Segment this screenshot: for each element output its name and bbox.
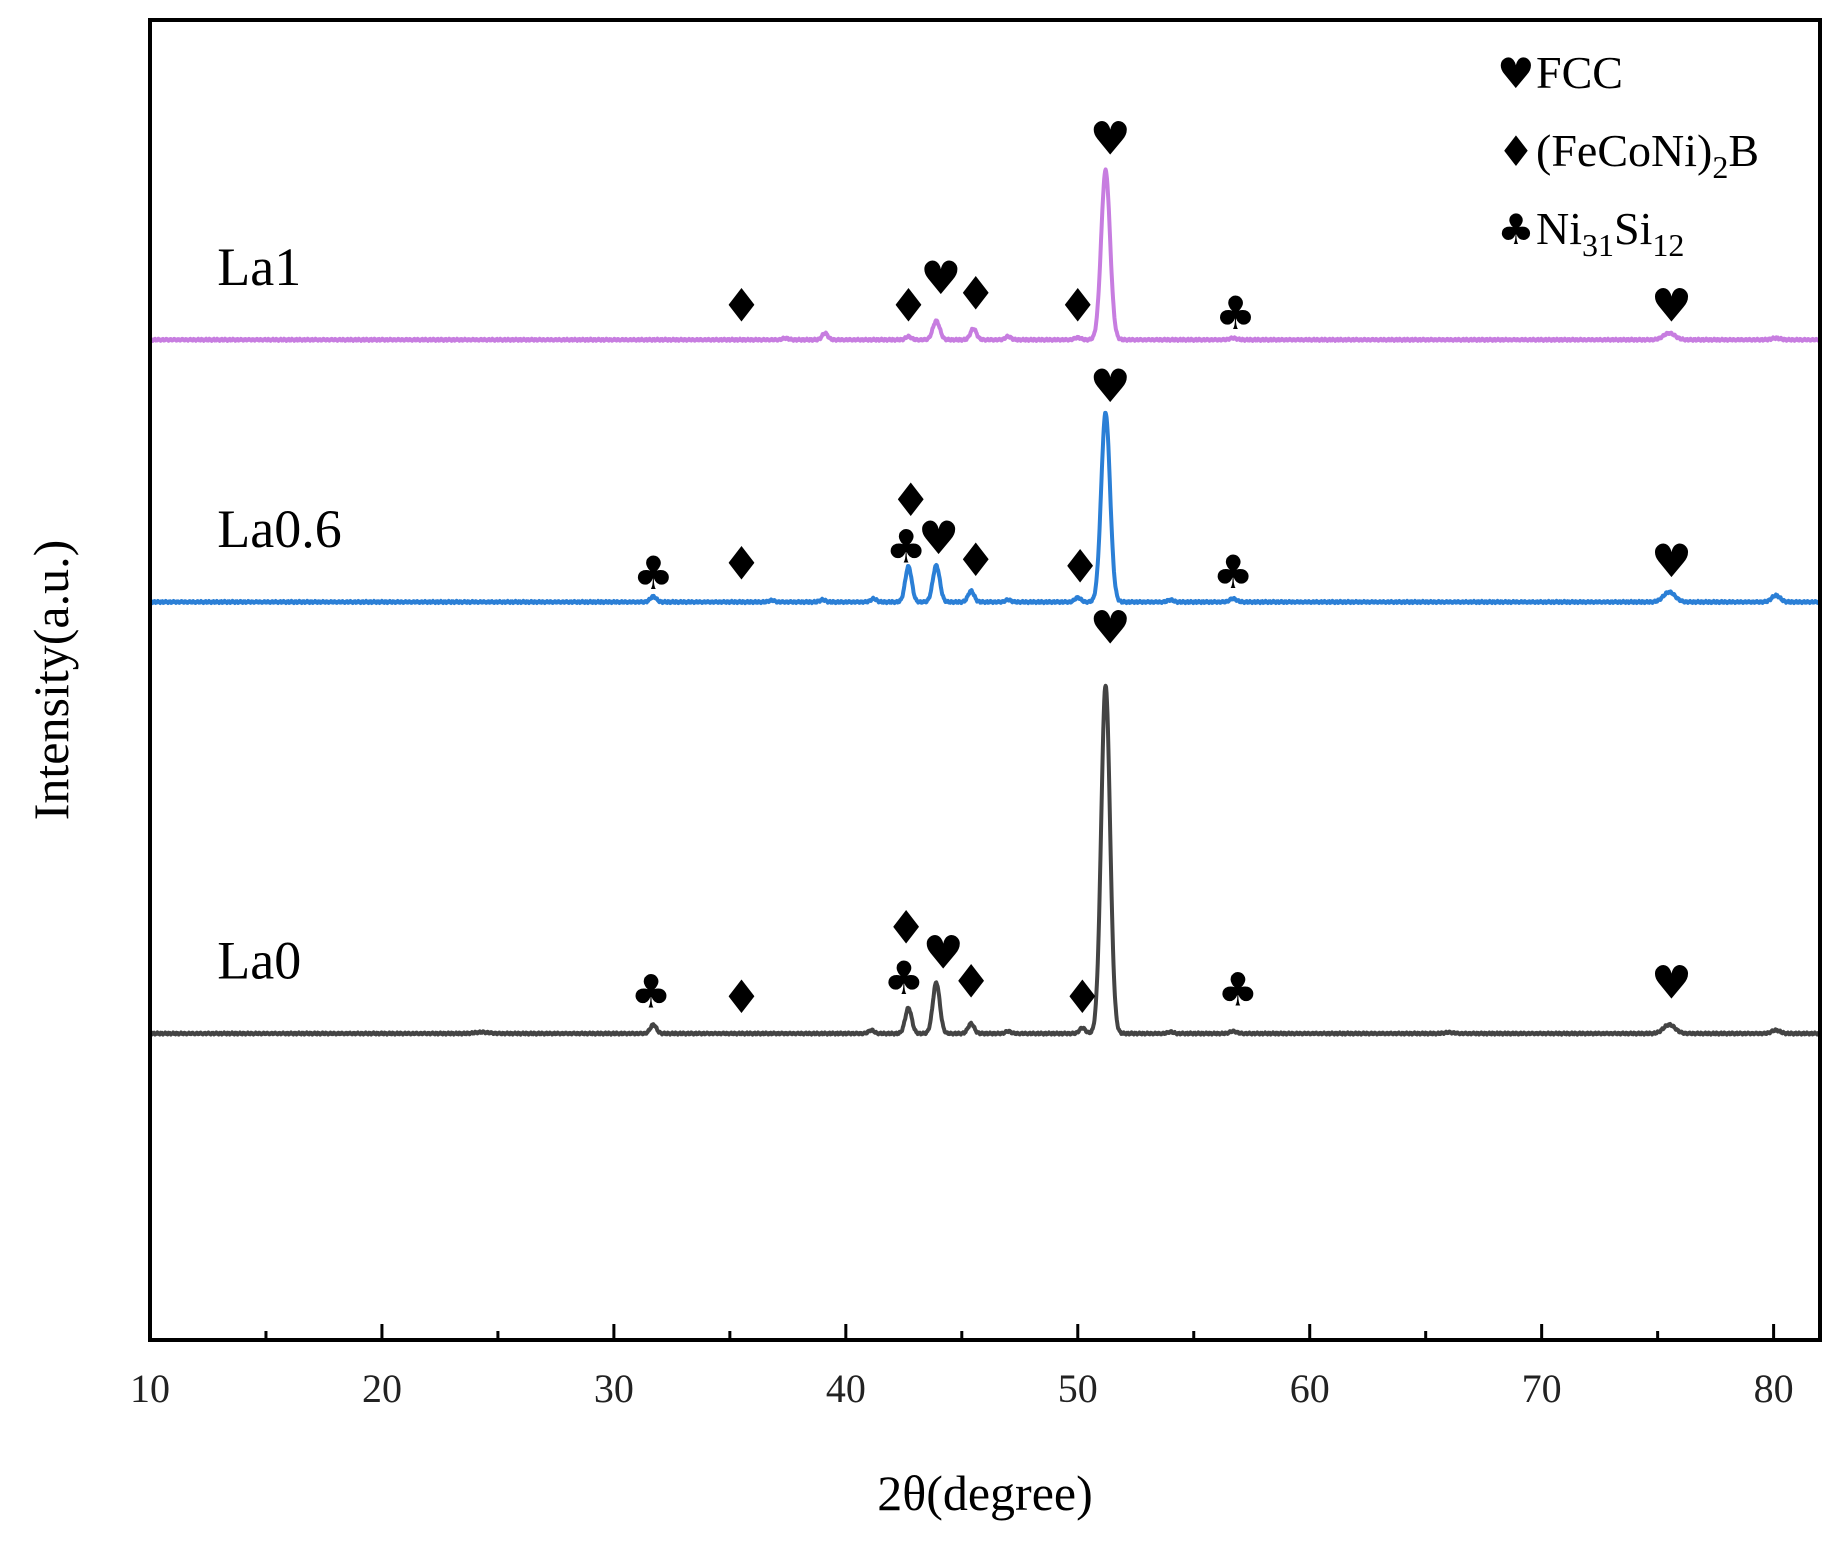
plot-frame xyxy=(148,18,1822,1342)
peak-marker-fcc: ♥ xyxy=(1090,359,1131,413)
legend-text-part: FCC xyxy=(1536,47,1623,98)
peak-marker-boride: ♦ xyxy=(955,266,996,320)
x-tick-label: 50 xyxy=(1058,1366,1098,1411)
legend: ♥ FCC♦ (FeCoNi)2B♣ Ni31Si12 xyxy=(1497,47,1759,263)
sample-label-layer: La1 La0.6 La0 xyxy=(217,237,341,991)
x-tick-label: 40 xyxy=(826,1366,866,1411)
peak-marker-boride: ♦ xyxy=(721,278,762,332)
x-tick-label: 70 xyxy=(1522,1366,1562,1411)
peak-marker-boride: ♦ xyxy=(886,900,927,954)
peak-marker-boride: ♦ xyxy=(1059,540,1100,594)
legend-text-part: (FeCoNi) xyxy=(1536,125,1712,176)
series-line-la0-6 xyxy=(148,410,1822,606)
series-layer xyxy=(148,167,1822,1037)
peak-marker-boride: ♦ xyxy=(890,473,931,527)
peak-marker-fcc: ♥ xyxy=(923,926,964,980)
series-line-la1 xyxy=(148,167,1822,343)
peak-marker-fcc: ♥ xyxy=(920,251,961,305)
x-tick-label: 80 xyxy=(1754,1366,1794,1411)
peak-marker-boride: ♦ xyxy=(1057,278,1098,332)
legend-subscript: 2 xyxy=(1712,149,1728,185)
peak-marker-boride: ♦ xyxy=(1062,970,1103,1024)
legend-label-boride: (FeCoNi)2B xyxy=(1536,125,1759,185)
peak-marker-boride: ♦ xyxy=(721,536,762,590)
peak-marker-silicide: ♣ xyxy=(630,964,671,1018)
legend-symbol-fcc: ♥ xyxy=(1497,49,1535,98)
peak-marker-boride: ♦ xyxy=(955,533,996,587)
legend-symbol-boride: ♦ xyxy=(1497,127,1535,176)
legend-text-part: B xyxy=(1728,125,1759,176)
peak-marker-fcc: ♥ xyxy=(918,511,959,565)
peak-marker-silicide: ♣ xyxy=(886,520,927,574)
peak-marker-silicide: ♣ xyxy=(1213,545,1254,599)
peak-marker-fcc: ♥ xyxy=(1090,111,1131,165)
x-axis-title: 2θ(degree) xyxy=(877,1465,1092,1521)
peak-marker-fcc: ♥ xyxy=(1651,956,1692,1010)
peak-marker-fcc: ♥ xyxy=(1651,534,1692,588)
legend-subscript: 12 xyxy=(1652,227,1684,263)
legend-subscript: 31 xyxy=(1582,227,1614,263)
peak-marker-silicide: ♣ xyxy=(1215,286,1256,340)
x-axis-ticks: 10 20 30 40 50 60 70 80 xyxy=(130,1324,1794,1411)
series-label-la1: La1 xyxy=(217,237,301,297)
legend-text-part: Ni xyxy=(1536,203,1582,254)
x-tick-label: 30 xyxy=(594,1366,634,1411)
legend-symbol-silicide: ♣ xyxy=(1497,205,1535,254)
legend-label-fcc: FCC xyxy=(1536,47,1623,98)
series-label-la0: La0 xyxy=(217,931,301,991)
series-line-la0 xyxy=(148,683,1822,1037)
peak-marker-boride: ♦ xyxy=(950,955,991,1009)
peak-marker-fcc: ♥ xyxy=(1651,278,1692,332)
peak-marker-boride: ♦ xyxy=(888,278,929,332)
x-tick-label: 20 xyxy=(362,1366,402,1411)
peak-marker-silicide: ♣ xyxy=(883,951,924,1005)
peak-marker-fcc: ♥ xyxy=(1090,600,1131,654)
peak-marker-boride: ♦ xyxy=(721,970,762,1024)
x-tick-label: 10 xyxy=(130,1366,170,1411)
x-tick-label: 60 xyxy=(1290,1366,1330,1411)
marker-layer: ♦ ♦♥♦ ♦♥♣ ♥♣ ♦♦♣♥♦ ♦♥♣ ♥♣ ♦♦♣♥♦ ♦♥♣ ♥ xyxy=(630,111,1692,1024)
series-label-la0-6: La0.6 xyxy=(217,499,341,559)
y-axis-title: Intensity(a.u.) xyxy=(23,540,79,820)
peak-marker-silicide: ♣ xyxy=(633,546,674,600)
peak-marker-silicide: ♣ xyxy=(1217,962,1258,1016)
legend-label-silicide: Ni31Si12 xyxy=(1536,203,1684,263)
legend-text-part: Si xyxy=(1614,203,1652,254)
